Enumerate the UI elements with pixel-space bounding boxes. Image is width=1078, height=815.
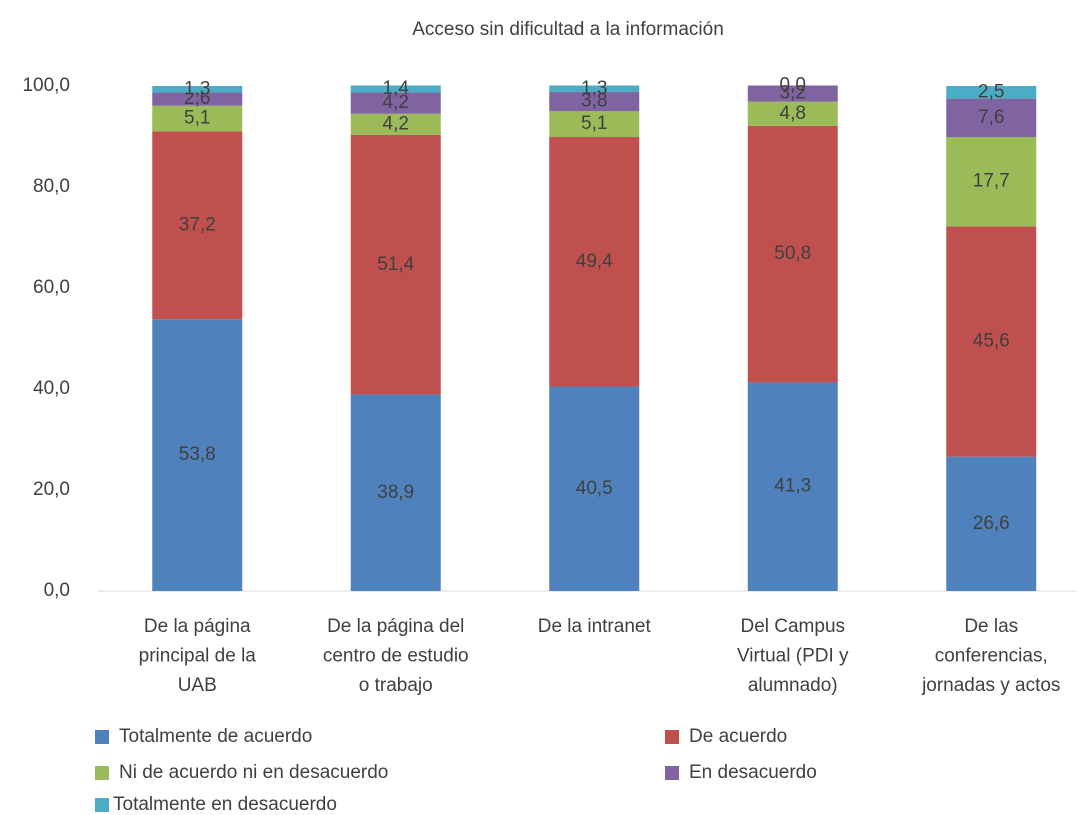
value-label: 50,8 [774, 243, 811, 264]
y-tick-label: 100,0 [22, 75, 70, 96]
legend-swatch [95, 766, 109, 780]
bar-segment [350, 92, 441, 114]
value-label: 1,3 [184, 78, 210, 99]
value-label: 3,8 [581, 91, 607, 112]
bar-segment [152, 92, 243, 106]
legend-label: Totalmente de acuerdo [119, 726, 312, 747]
value-label: 1,3 [581, 78, 607, 99]
y-tick-label: 80,0 [33, 176, 70, 197]
legend-swatch [665, 730, 679, 744]
bar-segment [152, 131, 243, 320]
value-label: 0,0 [780, 75, 806, 96]
legend-swatch [95, 798, 109, 812]
bar-segment [549, 85, 640, 93]
value-label: 37,2 [179, 214, 216, 235]
bar-segment [549, 92, 640, 112]
legend-label: En desacuerdo [689, 762, 817, 783]
bar-segment [152, 105, 243, 132]
bar-segment [946, 456, 1037, 591]
value-label: 4,2 [383, 92, 409, 113]
x-tick-label: De la página del centro de estudio o traba… [323, 616, 469, 696]
bar-segment [747, 382, 838, 591]
x-tick-label: De la intranet [538, 616, 652, 637]
value-label: 51,4 [377, 254, 414, 275]
value-label: 5,1 [184, 108, 210, 129]
bar-segment [549, 111, 640, 138]
chart-title: Acceso sin dificultad a la información [412, 19, 724, 40]
y-tick-label: 40,0 [33, 378, 70, 399]
y-tick-label: 60,0 [33, 277, 70, 298]
value-label: 5,1 [581, 113, 607, 134]
value-label: 4,8 [780, 103, 806, 124]
y-tick-label: 20,0 [33, 479, 70, 500]
bar-segment [350, 85, 441, 93]
bar-segment [946, 226, 1037, 457]
legend-label: Ni de acuerdo ni en desacuerdo [119, 762, 388, 783]
value-label: 17,7 [973, 171, 1010, 192]
legend-swatch [95, 730, 109, 744]
legend-label: De acuerdo [689, 726, 787, 747]
bar-segment [747, 85, 838, 102]
bar-segment [350, 394, 441, 591]
legend-label: Totalmente en desacuerdo [113, 794, 337, 815]
bar-segment [747, 125, 838, 383]
value-label: 41,3 [774, 476, 811, 497]
bar-segment [946, 98, 1037, 138]
value-label: 38,9 [377, 482, 414, 503]
value-label: 26,6 [973, 513, 1010, 534]
value-label: 3,2 [780, 83, 806, 104]
value-label: 2,6 [184, 88, 210, 109]
x-tick-label: De la página principal de la UAB [139, 616, 257, 696]
bar-segment [946, 137, 1037, 227]
x-tick-label: Del Campus Virtual (PDI y alumnado) [737, 616, 849, 696]
bar-segment [747, 101, 838, 126]
bar-segment [152, 86, 243, 93]
value-label: 49,4 [576, 251, 613, 272]
value-label: 1,4 [383, 78, 410, 99]
value-label: 45,6 [973, 331, 1010, 352]
bar-segment [350, 134, 441, 395]
x-tick-label: De las conferencias, jornadas y actos [921, 616, 1060, 696]
legend-swatch [665, 766, 679, 780]
value-label: 53,8 [179, 444, 216, 465]
bar-segment [549, 386, 640, 591]
bar-segment [946, 86, 1037, 99]
y-tick-label: 0,0 [44, 580, 70, 601]
bar-segment [152, 319, 243, 591]
bar-segment [350, 113, 441, 135]
value-label: 4,2 [383, 113, 409, 134]
value-label: 7,6 [978, 107, 1004, 128]
bar-segment [549, 137, 640, 387]
value-label: 2,5 [978, 81, 1004, 102]
value-label: 40,5 [576, 478, 613, 499]
